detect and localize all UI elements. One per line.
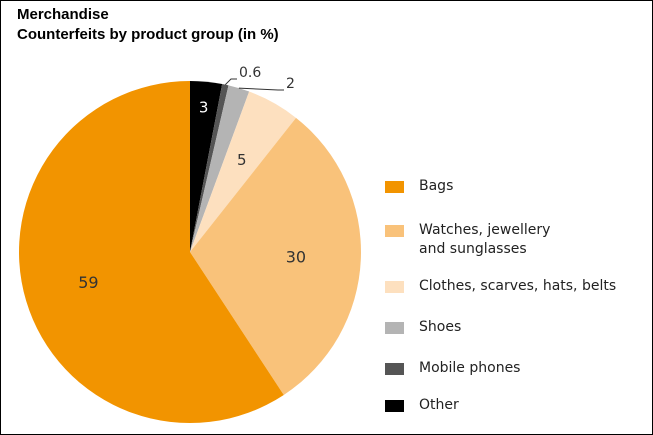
slice-value-label-watches-jewellery-and-sunglasses: 30	[286, 247, 306, 266]
legend-label: Shoes	[419, 319, 462, 335]
chart-subtitle: Counterfeits by product group (in %)	[17, 26, 279, 43]
pie-slice-mobile-phones	[190, 84, 229, 252]
pie-slice-other	[190, 81, 223, 252]
legend-swatch	[385, 363, 404, 375]
pie-slice-shoes	[190, 85, 250, 252]
chart-title: Merchandise	[17, 6, 109, 23]
legend-label: Watches, jewellery and sunglasses	[419, 222, 551, 257]
legend-label: Bags	[419, 178, 454, 194]
legend-swatch	[385, 281, 404, 293]
legend-label: Other	[419, 397, 459, 413]
leader-line-mobile-phones	[224, 78, 237, 86]
slice-value-label-shoes: 2	[286, 76, 295, 92]
legend-swatch	[385, 400, 404, 412]
legend-label: Clothes, scarves, hats, belts	[419, 278, 617, 294]
legend-swatch	[385, 181, 404, 193]
leader-line-shoes	[238, 87, 284, 91]
pie-slice-watches-jewellery-and-sunglasses	[190, 117, 361, 395]
slice-value-label-bags: 59	[78, 273, 98, 292]
slice-value-label-mobile-phones: 0.6	[239, 65, 261, 81]
pie-slice-bags	[19, 81, 284, 423]
slice-value-label-clothes-scarves-hats-belts: 5	[237, 151, 247, 169]
legend-swatch	[385, 225, 404, 237]
pie-slice-clothes-scarves-hats-belts	[190, 91, 297, 252]
legend-label: Mobile phones	[419, 360, 521, 376]
legend-swatch	[385, 322, 404, 334]
slice-value-label-other: 3	[199, 99, 209, 117]
